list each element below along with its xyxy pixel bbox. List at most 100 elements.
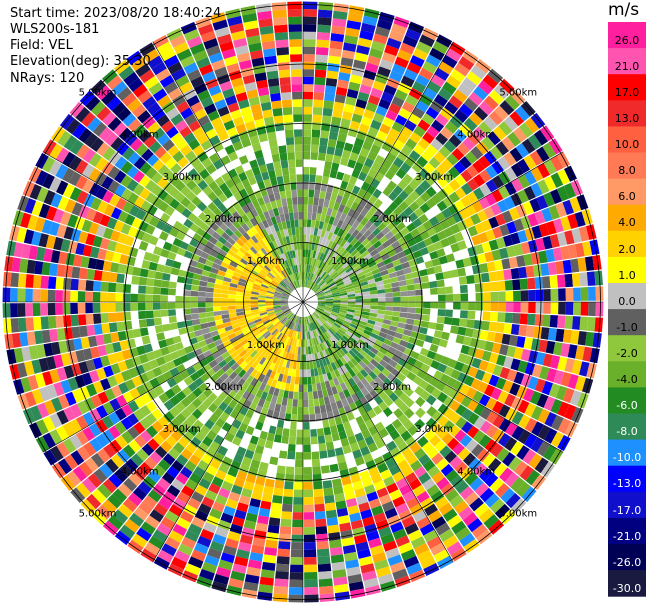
range-gate bbox=[380, 533, 395, 545]
range-gate bbox=[493, 462, 508, 478]
range-gate bbox=[378, 401, 389, 412]
range-gate bbox=[117, 483, 133, 498]
range-gate bbox=[398, 413, 409, 425]
range-gate bbox=[491, 160, 505, 175]
range-gate bbox=[295, 444, 303, 453]
range-gate bbox=[175, 282, 185, 290]
range-gate bbox=[316, 533, 329, 542]
range-gate bbox=[264, 547, 278, 557]
range-gate bbox=[333, 352, 340, 361]
range-gate bbox=[290, 421, 297, 430]
range-gate bbox=[153, 385, 165, 397]
range-gate bbox=[230, 460, 242, 471]
range-gate bbox=[36, 402, 50, 419]
range-gate bbox=[368, 399, 379, 409]
range-gate bbox=[25, 288, 33, 302]
range-gate bbox=[454, 199, 466, 212]
range-gate bbox=[328, 268, 335, 276]
range-gate bbox=[115, 312, 124, 322]
range-gate bbox=[88, 423, 102, 438]
range-gate bbox=[152, 464, 166, 478]
range-gate bbox=[337, 283, 346, 289]
range-gate bbox=[303, 527, 316, 535]
range-gate bbox=[191, 516, 206, 529]
range-gate bbox=[306, 257, 310, 265]
range-gate bbox=[263, 384, 271, 394]
range-gate bbox=[266, 308, 274, 312]
range-gate bbox=[303, 181, 309, 190]
range-gate bbox=[466, 71, 482, 86]
range-gate bbox=[303, 377, 308, 385]
range-gate bbox=[289, 345, 294, 354]
range-gate bbox=[364, 393, 374, 403]
range-gate bbox=[272, 302, 281, 304]
range-gate bbox=[76, 400, 89, 415]
range-gate bbox=[372, 188, 383, 199]
range-gate bbox=[336, 454, 346, 464]
range-gate bbox=[361, 77, 375, 88]
range-gate bbox=[437, 309, 446, 317]
range-gate bbox=[404, 156, 416, 168]
range-gate bbox=[197, 403, 208, 414]
range-gate bbox=[182, 289, 191, 297]
range-gate bbox=[236, 357, 245, 366]
range-gate bbox=[232, 563, 247, 574]
range-gate bbox=[283, 420, 291, 430]
range-gate bbox=[483, 150, 497, 165]
range-gate bbox=[417, 549, 433, 563]
range-gate bbox=[424, 260, 434, 269]
range-gate bbox=[215, 494, 228, 506]
range-gate bbox=[317, 16, 332, 26]
range-gate bbox=[387, 346, 397, 355]
range-gate bbox=[316, 420, 323, 429]
range-gate bbox=[303, 407, 309, 415]
range-gate bbox=[374, 421, 385, 432]
range-gate bbox=[87, 473, 103, 488]
range-gate bbox=[516, 255, 526, 268]
range-gate bbox=[388, 201, 399, 212]
range-gate bbox=[255, 421, 264, 431]
range-gate bbox=[275, 380, 282, 390]
range-gate bbox=[348, 325, 357, 332]
range-gate bbox=[395, 114, 408, 126]
range-gate bbox=[208, 382, 219, 393]
range-gate bbox=[450, 350, 461, 361]
range-gate bbox=[340, 337, 348, 345]
range-gate bbox=[408, 381, 419, 392]
range-gate bbox=[199, 317, 208, 324]
range-gate bbox=[207, 402, 218, 413]
range-gate bbox=[242, 363, 251, 373]
range-gate bbox=[139, 327, 149, 337]
range-gate bbox=[304, 564, 318, 573]
range-gate bbox=[352, 59, 367, 70]
range-gate bbox=[332, 10, 348, 20]
range-gate bbox=[499, 366, 511, 380]
range-gate bbox=[540, 263, 550, 276]
range-gate bbox=[333, 360, 341, 369]
range-gate bbox=[391, 354, 401, 363]
range-gate bbox=[440, 126, 454, 140]
range-gate bbox=[88, 370, 100, 383]
range-gate bbox=[63, 406, 76, 422]
range-gate bbox=[535, 302, 544, 314]
range-gate bbox=[371, 415, 381, 426]
range-gate bbox=[453, 231, 465, 243]
range-gate bbox=[333, 322, 341, 329]
range-gate bbox=[311, 242, 316, 251]
range-gate bbox=[355, 98, 368, 109]
range-gate bbox=[351, 366, 360, 375]
range-gate bbox=[197, 459, 210, 472]
range-gate bbox=[212, 351, 222, 360]
range-gate bbox=[356, 44, 370, 56]
range-gate bbox=[319, 351, 325, 360]
range-gate bbox=[289, 579, 303, 588]
range-gate bbox=[400, 75, 415, 88]
range-gate bbox=[479, 262, 489, 274]
range-gate bbox=[366, 232, 376, 242]
range-gate bbox=[306, 279, 309, 288]
range-gate bbox=[299, 331, 302, 340]
range-gate bbox=[359, 261, 368, 268]
range-gate bbox=[457, 142, 470, 156]
range-gate bbox=[345, 342, 354, 350]
range-gate bbox=[468, 457, 482, 472]
